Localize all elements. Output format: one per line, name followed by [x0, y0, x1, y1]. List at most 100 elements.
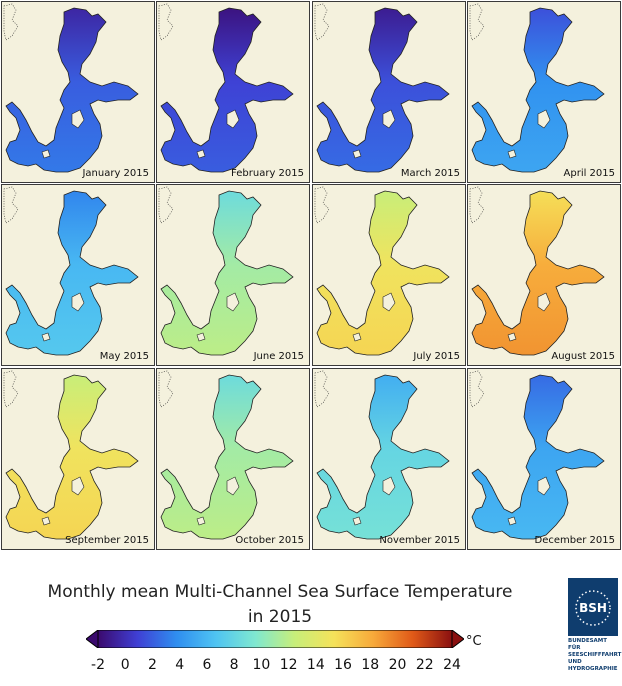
month-label: October 2015	[235, 535, 304, 546]
bsh-logo-text: BUNDESAMT FÜR SEESCHIFFFAHRT UND HYDROGRAPH…	[568, 638, 622, 673]
baltic-sea-map	[469, 186, 605, 356]
month-label: May 2015	[99, 351, 149, 362]
gotland-island	[71, 476, 85, 496]
gotland-island	[71, 292, 85, 312]
month-map-panel: January 2015	[1, 1, 155, 183]
norway-coast	[3, 3, 19, 41]
baltic-sea-surface	[5, 374, 139, 540]
bsh-abbrev: BSH	[579, 601, 607, 615]
norway-coast	[3, 186, 19, 224]
bornholm-island	[41, 332, 51, 342]
bornholm-island	[507, 516, 517, 526]
gotland-island	[382, 109, 396, 129]
bsh-logo-line: BUNDESAMT FÜR	[568, 638, 608, 651]
colorbar-ramp	[97, 630, 453, 648]
gotland-island	[226, 292, 240, 312]
baltic-sea-map	[314, 3, 450, 173]
colorbar-tick-label: 4	[175, 657, 185, 673]
bsh-logo-line: SEESCHIFFFAHRT	[568, 652, 622, 658]
gotland-island	[382, 476, 396, 496]
month-map-panel: August 2015	[467, 184, 621, 366]
bornholm-island	[196, 516, 206, 526]
bornholm-island	[352, 516, 362, 526]
colorbar-tick-label: 18	[361, 657, 380, 673]
gotland-island	[382, 292, 396, 312]
month-map-panel: June 2015	[156, 184, 310, 366]
baltic-sea-map	[158, 186, 294, 356]
monthly-map-grid: January 2015 February 2015 March 2015 April…	[1, 1, 621, 550]
colorbar-tick-label: 2	[147, 657, 157, 673]
bornholm-island	[352, 332, 362, 342]
norway-coast	[314, 186, 330, 224]
colorbar-tick-label: 24	[443, 657, 461, 673]
baltic-sea-surface	[316, 374, 450, 540]
baltic-sea-map	[314, 186, 450, 356]
norway-coast	[158, 186, 174, 224]
baltic-sea-surface	[471, 190, 605, 356]
norway-coast	[469, 186, 485, 224]
colorbar-tick-label: 12	[279, 657, 298, 673]
norway-coast	[158, 3, 174, 41]
gotland-island	[537, 476, 551, 496]
bornholm-island	[507, 332, 517, 342]
baltic-sea-map	[3, 370, 139, 540]
month-map-panel: February 2015	[156, 1, 310, 183]
baltic-sea-surface	[160, 7, 294, 173]
month-label: August 2015	[551, 351, 615, 362]
month-label: December 2015	[534, 535, 615, 546]
month-map-panel: July 2015	[312, 184, 466, 366]
baltic-sea-surface	[316, 190, 450, 356]
baltic-sea-surface	[471, 374, 605, 540]
bornholm-island	[41, 516, 51, 526]
month-label: February 2015	[231, 168, 304, 179]
bornholm-island	[196, 332, 206, 342]
colorbar-tick-label: 14	[306, 657, 325, 673]
month-map-panel: October 2015	[156, 368, 310, 550]
norway-coast	[314, 370, 330, 408]
colorbar-tick-label: 0	[120, 657, 130, 673]
month-label: April 2015	[563, 168, 615, 179]
bornholm-island	[507, 149, 517, 159]
gotland-island	[71, 109, 85, 129]
baltic-sea-map	[314, 370, 450, 540]
month-label: March 2015	[400, 168, 460, 179]
baltic-sea-surface	[5, 7, 139, 173]
figure-title-line2: in 2015	[247, 607, 313, 627]
norway-coast	[158, 370, 174, 408]
baltic-sea-surface	[316, 7, 450, 173]
gotland-island	[226, 476, 240, 496]
bornholm-island	[41, 149, 51, 159]
norway-coast	[314, 3, 330, 41]
bsh-logo-line: HYDROGRAPHIE	[568, 666, 618, 672]
month-map-panel: March 2015	[312, 1, 466, 183]
bsh-logo-line: UND	[568, 659, 582, 665]
gotland-island	[537, 109, 551, 129]
month-map-panel: November 2015	[312, 368, 466, 550]
colorbar-min-arrow	[86, 630, 99, 648]
month-map-panel: April 2015	[467, 1, 621, 183]
norway-coast	[469, 370, 485, 408]
month-map-panel: September 2015	[1, 368, 155, 550]
colorbar-tick-label: 22	[415, 657, 434, 673]
bsh-logo: BSH BUNDESAMT FÜR SEESCHIFFFAHRT UND HYDROG…	[568, 578, 622, 684]
month-map-panel: December 2015	[467, 368, 621, 550]
baltic-sea-surface	[5, 190, 139, 356]
gotland-island	[226, 109, 240, 129]
colorbar-tick-label: 6	[202, 657, 212, 673]
baltic-sea-map	[3, 186, 139, 356]
colorbar-unit: °C	[466, 634, 482, 649]
colorbar-tick-label: 10	[252, 657, 271, 673]
colorbar-tick-label: 16	[334, 657, 352, 673]
bornholm-island	[352, 149, 362, 159]
baltic-sea-map	[158, 3, 294, 173]
month-label: September 2015	[65, 535, 149, 546]
bornholm-island	[196, 149, 206, 159]
month-label: June 2015	[253, 351, 304, 362]
temperature-colorbar	[86, 630, 464, 648]
baltic-sea-map	[469, 370, 605, 540]
norway-coast	[3, 370, 19, 408]
baltic-sea-surface	[471, 7, 605, 173]
month-map-panel: May 2015	[1, 184, 155, 366]
baltic-sea-map	[158, 370, 294, 540]
baltic-sea-map	[3, 3, 139, 173]
